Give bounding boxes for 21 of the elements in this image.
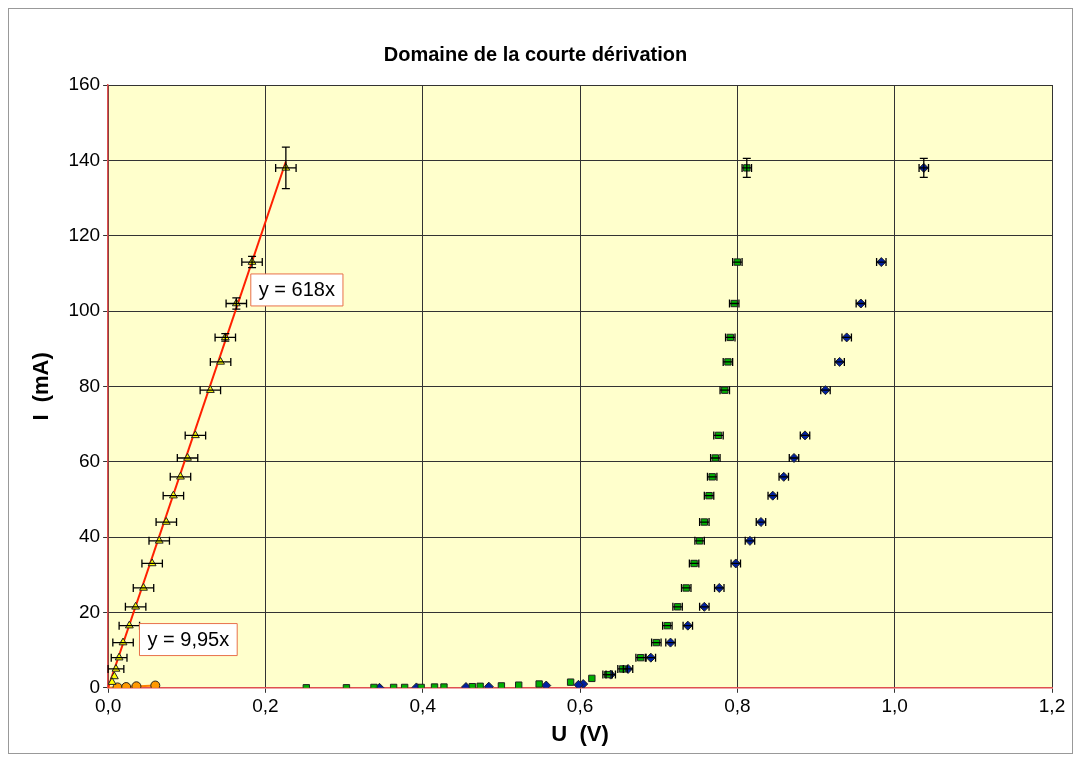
- y-tick-label: 40: [78, 525, 101, 547]
- x-tick-label: 1,0: [881, 695, 908, 717]
- y-tick-label: 20: [78, 600, 101, 622]
- chart-title: Domaine de la courte dérivation: [383, 42, 688, 65]
- y-axis-title: I (mA): [28, 352, 54, 421]
- y-tick-label: 80: [78, 374, 101, 396]
- x-tick-label: 0,2: [252, 695, 279, 717]
- annotation: y = 9,95x: [147, 628, 230, 651]
- x-tick-label: 0,6: [566, 695, 594, 717]
- x-tick-label: 0,8: [724, 695, 751, 717]
- annotation: y = 618x: [258, 278, 335, 301]
- x-axis-title: U (V): [551, 720, 609, 746]
- y-tick-label: 0: [89, 676, 101, 698]
- x-tick-label: 1,2: [1038, 695, 1066, 717]
- y-tick-label: 160: [68, 73, 101, 95]
- y-tick-label: 100: [68, 299, 101, 321]
- y-tick-label: 140: [68, 148, 101, 170]
- x-tick-label: 0,0: [94, 695, 122, 717]
- y-tick-label: 60: [78, 449, 101, 471]
- y-tick-label: 120: [68, 223, 101, 245]
- x-tick-label: 0,4: [409, 695, 437, 717]
